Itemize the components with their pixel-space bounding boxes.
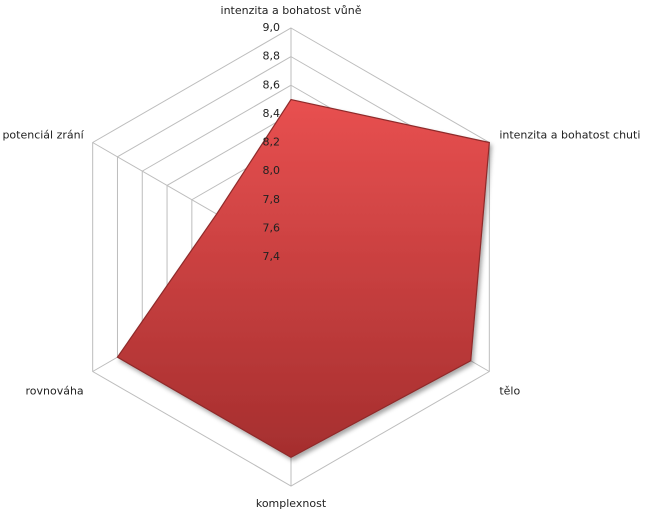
r-tick-label: 8,6 [263,78,281,91]
category-label: intenzita a bohatost vůně [221,4,362,17]
category-label: intenzita a bohatost chuti [499,129,640,142]
r-tick-label: 8,0 [263,164,281,177]
r-tick-label: 7,6 [263,221,281,234]
r-tick-label: 7,8 [263,193,281,206]
r-tick-label: 8,4 [263,107,281,120]
category-label: tělo [499,385,520,398]
category-label: rovnováha [25,385,83,398]
radar-area [116,98,490,459]
r-tick-label: 7,4 [263,250,281,263]
r-tick-label: 9,0 [263,21,281,34]
r-tick-label: 8,8 [263,50,281,63]
category-label: komplexnost [256,497,327,510]
category-label: potenciál zrání [2,129,84,142]
r-tick-label: 8,2 [263,136,281,149]
